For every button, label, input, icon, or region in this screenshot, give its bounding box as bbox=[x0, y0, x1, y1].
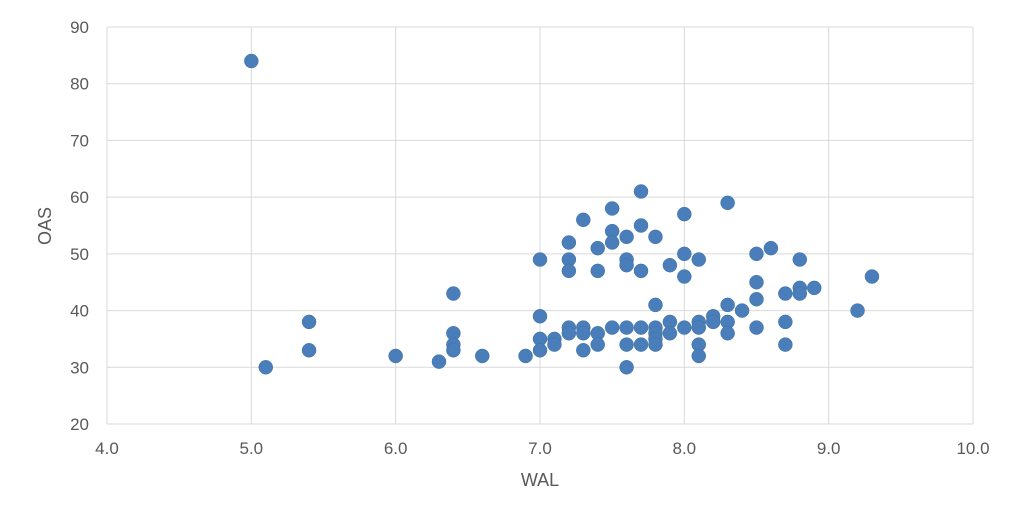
y-tick-label: 50 bbox=[70, 245, 89, 264]
x-axis-tick-labels: 4.0 5.0 6.0 7.0 8.0 9.0 10.0 bbox=[95, 439, 989, 458]
scatter-point bbox=[778, 314, 793, 330]
scatter-point bbox=[864, 269, 880, 284]
x-tick-label: 5.0 bbox=[240, 439, 264, 458]
y-tick-label: 60 bbox=[70, 188, 89, 207]
scatter-point bbox=[576, 326, 591, 341]
scatter-point bbox=[590, 337, 605, 352]
scatter-point bbox=[691, 348, 707, 364]
scatter-point bbox=[806, 280, 822, 296]
scatter-point bbox=[301, 343, 317, 358]
scatter-point bbox=[633, 337, 649, 352]
x-tick-label: 6.0 bbox=[384, 439, 408, 458]
scatter-point bbox=[258, 360, 274, 375]
scatter-point bbox=[778, 337, 793, 352]
scatter-point bbox=[604, 201, 620, 216]
scatter-point bbox=[532, 252, 548, 267]
scatter-point bbox=[633, 184, 649, 199]
scatter-point bbox=[475, 348, 490, 364]
scatter-point bbox=[792, 252, 808, 267]
scatter-point bbox=[301, 314, 317, 330]
scatter-point bbox=[778, 286, 793, 301]
scatter-point bbox=[604, 235, 620, 250]
scatter-point bbox=[749, 274, 764, 290]
scatter-point bbox=[662, 326, 678, 341]
y-tick-label: 80 bbox=[70, 75, 89, 94]
scatter-point bbox=[532, 308, 548, 324]
x-tick-label: 4.0 bbox=[95, 439, 119, 458]
y-tick-label: 30 bbox=[70, 358, 89, 377]
scatter-point bbox=[446, 343, 461, 358]
y-tick-label: 40 bbox=[70, 302, 89, 321]
scatter-point bbox=[633, 320, 649, 335]
y-tick-label: 70 bbox=[70, 131, 89, 150]
scatter-point bbox=[662, 257, 678, 273]
scatter-point bbox=[792, 286, 808, 301]
scatter-point bbox=[720, 297, 735, 313]
scatter-point bbox=[619, 337, 634, 352]
scatter-point bbox=[648, 229, 663, 245]
scatter-point bbox=[720, 195, 735, 211]
y-axis-tick-labels: 20 30 40 50 60 70 80 90 bbox=[70, 18, 89, 434]
scatter-point bbox=[677, 320, 692, 335]
scatter-point bbox=[619, 257, 634, 273]
scatter-point bbox=[244, 53, 259, 69]
scatter-point bbox=[590, 263, 605, 279]
scatter-point bbox=[691, 252, 707, 267]
scatter-point bbox=[431, 354, 447, 369]
scatter-point bbox=[734, 303, 750, 318]
scatter-point bbox=[749, 320, 764, 335]
x-tick-label: 8.0 bbox=[673, 439, 697, 458]
scatter-point bbox=[576, 343, 591, 358]
scatter-point bbox=[691, 320, 707, 335]
x-tick-label: 10.0 bbox=[956, 439, 989, 458]
x-axis-title: WAL bbox=[521, 470, 559, 490]
scatter-point bbox=[619, 229, 634, 245]
scatter-point bbox=[619, 360, 634, 375]
scatter-point bbox=[648, 337, 663, 352]
scatter-point bbox=[749, 246, 764, 262]
scatter-point bbox=[633, 263, 649, 279]
y-tick-label: 20 bbox=[70, 415, 89, 434]
scatter-point bbox=[677, 269, 692, 284]
x-tick-label: 9.0 bbox=[817, 439, 841, 458]
y-tick-label: 90 bbox=[70, 18, 89, 37]
grid-lines bbox=[106, 26, 974, 425]
scatter-point bbox=[850, 303, 865, 318]
scatter-point bbox=[576, 212, 591, 228]
scatter-point bbox=[633, 218, 649, 233]
scatter-point bbox=[677, 206, 692, 222]
scatter-point bbox=[561, 235, 577, 250]
scatter-point bbox=[604, 320, 620, 335]
x-tick-label: 7.0 bbox=[528, 439, 552, 458]
scatter-point bbox=[518, 348, 533, 364]
scatter-point bbox=[590, 240, 605, 256]
scatter-point bbox=[720, 326, 735, 341]
scatter-point bbox=[532, 343, 548, 358]
data-points bbox=[244, 53, 880, 375]
y-axis-title: OAS bbox=[35, 207, 55, 245]
scatter-point bbox=[561, 326, 577, 341]
scatter-point bbox=[547, 337, 562, 352]
scatter-point bbox=[749, 291, 764, 307]
scatter-point bbox=[648, 297, 663, 313]
scatter-point bbox=[763, 240, 779, 256]
scatter-point bbox=[388, 348, 403, 364]
scatter-point bbox=[561, 263, 577, 279]
scatter-point bbox=[677, 246, 692, 262]
scatter-point bbox=[619, 320, 634, 335]
scatter-point bbox=[705, 314, 721, 330]
scatter-point bbox=[446, 286, 461, 301]
